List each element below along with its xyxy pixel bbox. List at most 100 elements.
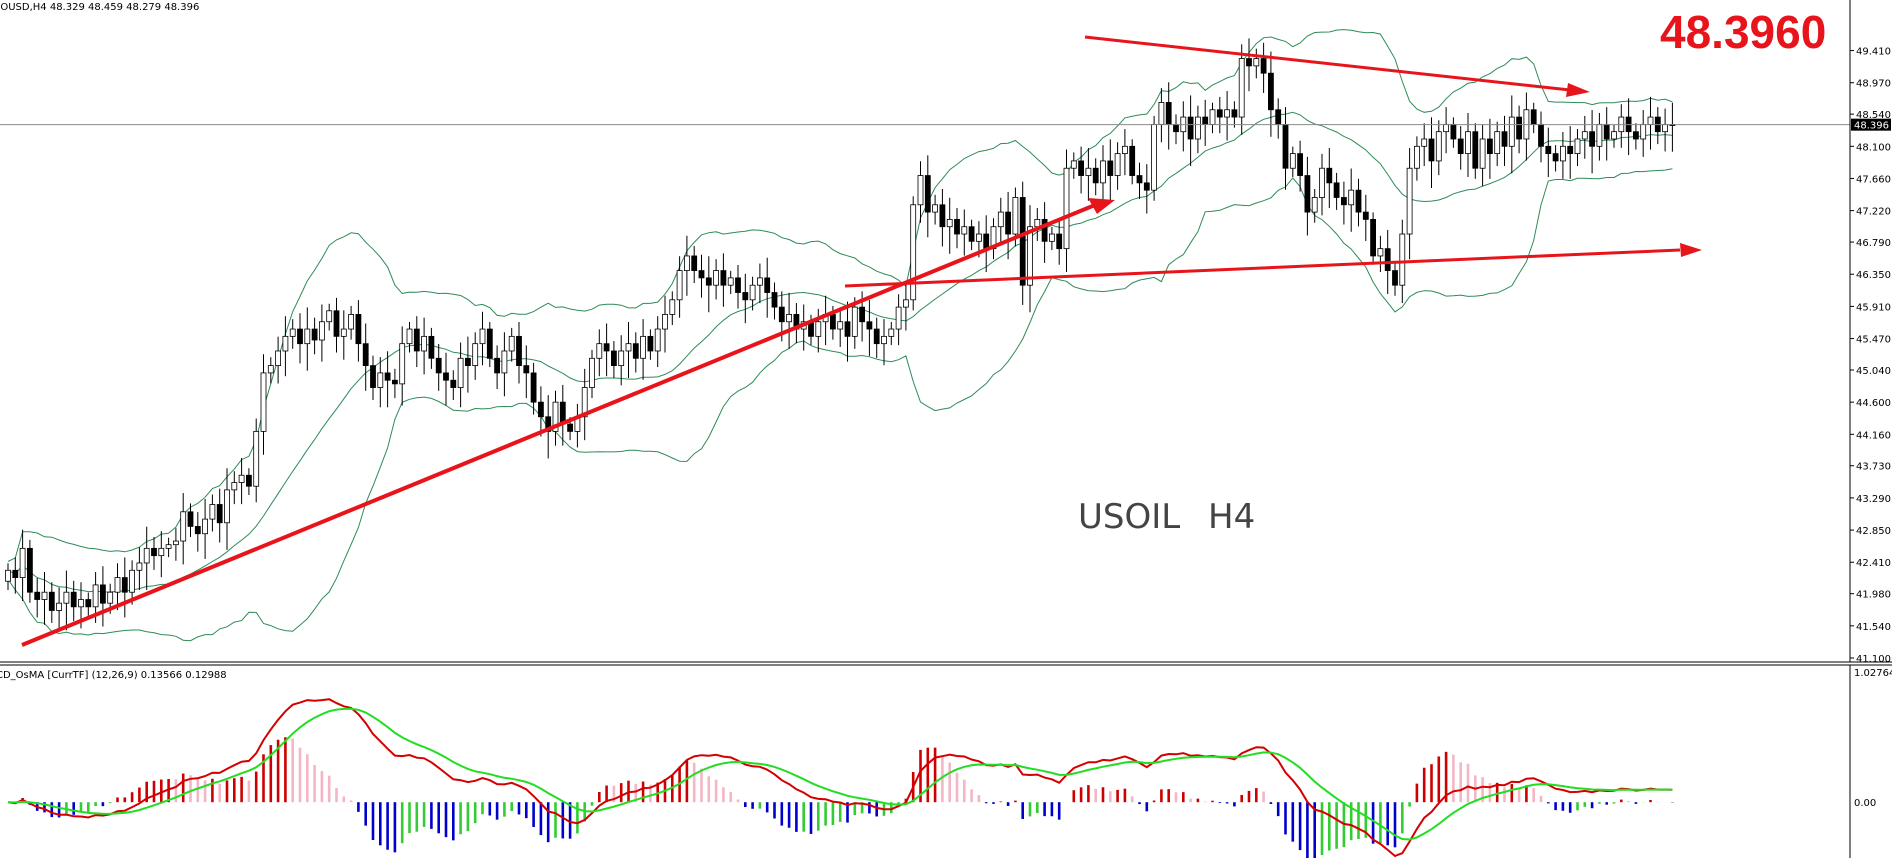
candle xyxy=(1049,227,1055,251)
candle xyxy=(837,307,844,347)
candle xyxy=(85,592,92,616)
candle xyxy=(720,253,727,307)
candle xyxy=(56,587,62,631)
candle xyxy=(866,300,873,357)
candle xyxy=(1457,126,1464,170)
candle xyxy=(727,270,734,294)
current-price-axis-label: 48.396 xyxy=(1854,121,1889,132)
candle xyxy=(961,209,968,256)
candle xyxy=(968,219,975,251)
candle xyxy=(202,498,209,559)
candle xyxy=(216,488,223,543)
candle xyxy=(348,305,355,340)
candle xyxy=(100,566,106,627)
candle xyxy=(1070,152,1077,179)
candle xyxy=(632,332,639,373)
candle xyxy=(1348,168,1355,232)
candle xyxy=(881,319,887,366)
candle xyxy=(1326,148,1333,209)
candle xyxy=(435,343,442,391)
candle xyxy=(1414,136,1420,181)
candle xyxy=(888,322,895,346)
candle xyxy=(757,263,763,304)
osma-histogram xyxy=(14,737,1674,862)
candle xyxy=(1056,221,1063,265)
candle xyxy=(1187,95,1194,167)
candle xyxy=(187,503,194,538)
price-axis-tick-label: 47.660 xyxy=(1856,174,1891,185)
candle xyxy=(333,297,340,353)
candle xyxy=(538,386,544,437)
candle xyxy=(421,317,428,375)
candle xyxy=(297,313,303,364)
candle xyxy=(1114,142,1121,190)
bollinger-lower xyxy=(7,168,1673,642)
candle xyxy=(1304,156,1311,236)
candle xyxy=(486,322,493,368)
osma-axis-tick-top: 1.02764 xyxy=(1854,668,1892,679)
candle xyxy=(1100,145,1106,203)
macd-line xyxy=(7,698,1673,858)
osma-indicator-panel[interactable]: CD_OsMA [CurrTF] (12,26,9) 0.13566 0.129… xyxy=(0,665,1892,862)
candle xyxy=(340,310,347,360)
candle xyxy=(1472,123,1479,179)
price-axis-tick-label: 43.730 xyxy=(1856,462,1891,473)
price-axis-tick-label: 45.040 xyxy=(1856,366,1891,377)
candle xyxy=(523,345,530,399)
candle xyxy=(1289,146,1296,178)
price-axis-tick-label: 48.970 xyxy=(1856,79,1891,90)
candle xyxy=(1370,212,1376,265)
candle xyxy=(472,332,479,380)
candle xyxy=(1092,158,1099,196)
candlestick-series xyxy=(5,38,1676,631)
candle xyxy=(1311,188,1318,223)
price-axis-tick-label: 48.100 xyxy=(1856,142,1891,153)
main-price-panel[interactable]: 49.410 48.970 48.540 48.100 47.660 47.220 46.7… xyxy=(0,0,1891,665)
big-price-badge: 48.3960 xyxy=(1660,6,1826,58)
candle xyxy=(698,254,705,298)
candle xyxy=(552,390,559,446)
candle xyxy=(1487,118,1493,179)
symbol-label: USOIL xyxy=(1078,497,1180,537)
candle xyxy=(443,352,449,406)
candle xyxy=(1508,95,1515,174)
indicator-info-header: CD_OsMA [CurrTF] (12,26,9) 0.13566 0.129… xyxy=(0,670,227,681)
candle xyxy=(136,547,143,591)
price-axis-tick-label: 41.540 xyxy=(1856,622,1891,633)
candle xyxy=(1633,123,1639,150)
candle xyxy=(384,351,391,408)
candle xyxy=(1063,149,1070,273)
candle xyxy=(1216,96,1223,134)
timeframe-label: H4 xyxy=(1208,497,1255,537)
candle xyxy=(377,357,384,408)
candle xyxy=(742,273,749,324)
candle xyxy=(1589,110,1595,174)
candle xyxy=(705,256,712,313)
candle xyxy=(391,368,398,399)
candle xyxy=(654,316,661,368)
candle xyxy=(713,259,719,300)
candle xyxy=(1545,127,1552,178)
candle xyxy=(676,256,683,318)
candle xyxy=(165,537,172,558)
candle xyxy=(1341,181,1347,225)
price-axis-tick-label: 48.540 xyxy=(1856,110,1891,121)
candle xyxy=(450,370,457,400)
candle xyxy=(194,512,201,552)
candle xyxy=(1122,129,1128,176)
osma-axis-tick-zero: 0.00 xyxy=(1854,798,1876,809)
price-axis-tick-label: 46.350 xyxy=(1856,270,1891,281)
candle xyxy=(231,471,238,505)
candle xyxy=(1319,153,1325,216)
candle xyxy=(1195,105,1201,154)
candle xyxy=(406,322,413,353)
candle xyxy=(611,341,617,379)
candle xyxy=(70,580,77,622)
candle xyxy=(903,281,909,331)
candle xyxy=(749,276,756,311)
price-axis-tick-label: 42.850 xyxy=(1856,526,1891,537)
candle xyxy=(735,265,741,309)
candle xyxy=(895,294,902,346)
candle xyxy=(1253,48,1260,79)
